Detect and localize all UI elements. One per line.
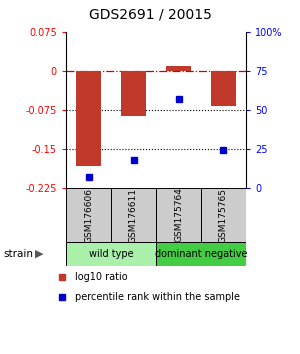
Text: log10 ratio: log10 ratio bbox=[75, 272, 128, 282]
Bar bbox=[121, 71, 146, 116]
Text: GDS2691 / 20015: GDS2691 / 20015 bbox=[88, 7, 212, 21]
Text: strain: strain bbox=[3, 249, 33, 259]
Bar bbox=[66, 242, 156, 266]
Bar bbox=[76, 71, 101, 166]
Bar bbox=[111, 188, 156, 242]
Text: GSM175765: GSM175765 bbox=[219, 188, 228, 242]
Bar bbox=[201, 188, 246, 242]
Text: GSM176606: GSM176606 bbox=[84, 188, 93, 242]
Bar bbox=[156, 188, 201, 242]
Text: GSM175764: GSM175764 bbox=[174, 188, 183, 242]
Text: ▶: ▶ bbox=[35, 249, 43, 259]
Text: wild type: wild type bbox=[89, 249, 133, 259]
Bar bbox=[66, 188, 111, 242]
Text: dominant negative: dominant negative bbox=[155, 249, 247, 259]
Bar bbox=[211, 71, 236, 106]
Text: GSM176611: GSM176611 bbox=[129, 188, 138, 242]
Bar bbox=[156, 242, 246, 266]
Bar bbox=[166, 65, 191, 71]
Text: percentile rank within the sample: percentile rank within the sample bbox=[75, 292, 240, 302]
